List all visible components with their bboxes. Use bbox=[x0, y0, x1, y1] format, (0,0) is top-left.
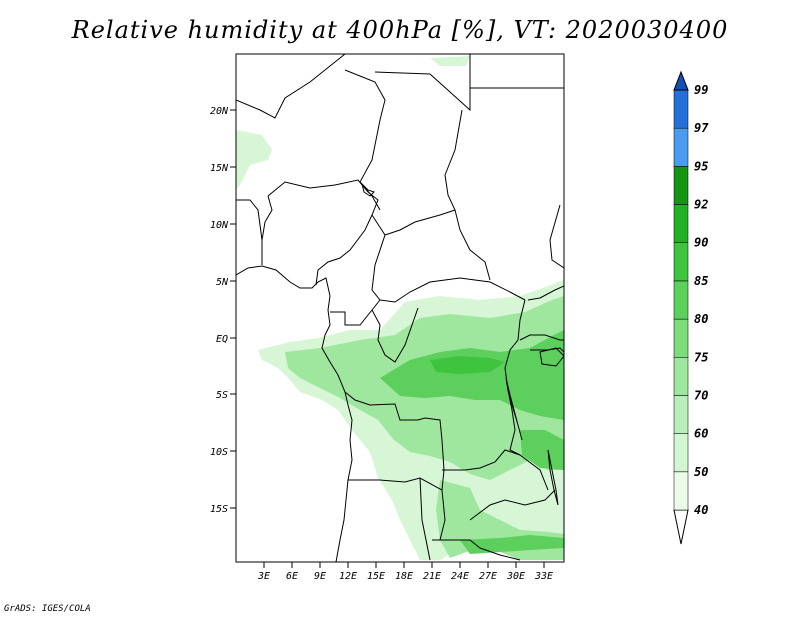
lat-label: 15S bbox=[210, 504, 228, 515]
border-uganda bbox=[527, 285, 564, 301]
colorbar-label: 95 bbox=[694, 159, 708, 173]
lat-label: EQ bbox=[216, 334, 228, 345]
border-niger-nigeria bbox=[267, 179, 379, 286]
longitude-axis: 3E 6E 9E 12E 15E 18E 21E 24E 27E 30E 33E bbox=[257, 562, 553, 582]
colorbar-label: 80 bbox=[694, 312, 708, 326]
coastline-west-africa bbox=[236, 265, 353, 562]
colorbar-segment bbox=[673, 166, 689, 205]
border-zambia bbox=[442, 449, 549, 491]
lat-label: 5S bbox=[216, 390, 228, 401]
lon-label: 18E bbox=[395, 571, 413, 582]
colorbar-label: 85 bbox=[694, 274, 708, 288]
credit-label: GrADS: IGES/COLA bbox=[4, 604, 91, 614]
colorbar-segment bbox=[673, 395, 689, 434]
rh-region-lakes-dark bbox=[520, 430, 564, 470]
colorbar-label: 50 bbox=[694, 465, 708, 479]
lat-label: 5N bbox=[216, 277, 229, 288]
border-burkina bbox=[236, 199, 263, 241]
rh-region-north-west bbox=[236, 130, 272, 190]
lake-chad bbox=[361, 182, 375, 197]
lat-label: 10N bbox=[210, 220, 229, 231]
latitude-axis: 20N 15N 10N 5N EQ 5S 10S 15S bbox=[210, 106, 236, 515]
border-sahara-3 bbox=[374, 54, 471, 112]
country-borders bbox=[236, 54, 564, 562]
colorbar-label: 90 bbox=[694, 236, 708, 250]
lake-tanganyika bbox=[505, 377, 523, 441]
lake-victoria bbox=[539, 347, 564, 367]
lat-label: 15N bbox=[210, 163, 229, 174]
map-title: Relative humidity at 400hPa [%], VT: 202… bbox=[71, 16, 729, 44]
colorbar-label: 75 bbox=[694, 350, 708, 364]
lon-label: 15E bbox=[367, 571, 385, 582]
lon-label: 27E bbox=[479, 571, 497, 582]
border-namibia bbox=[419, 477, 431, 561]
colorbar-segment bbox=[673, 127, 689, 167]
border-car bbox=[371, 234, 526, 303]
lon-label: 3E bbox=[257, 571, 270, 582]
rh-region-congo-dark bbox=[380, 330, 564, 420]
lat-label: 20N bbox=[210, 106, 229, 117]
lon-label: 9E bbox=[314, 571, 326, 582]
border-sahara-1 bbox=[236, 54, 346, 119]
colorbar-label: 60 bbox=[694, 427, 708, 441]
colorbar-label: 40 bbox=[694, 503, 708, 517]
lon-label: 33E bbox=[534, 571, 553, 582]
lon-label: 24E bbox=[451, 571, 469, 582]
border-zambia-south bbox=[469, 489, 556, 521]
colorbar-segment bbox=[673, 242, 689, 282]
colorbar-label: 70 bbox=[694, 388, 708, 402]
lon-label: 30E bbox=[506, 571, 525, 582]
colorbar-segment bbox=[673, 318, 689, 358]
map-panel: 20N 15N 10N 5N EQ 5S 10S 15S 3E 6E 9E 12 bbox=[210, 53, 565, 582]
lon-label: 21E bbox=[423, 571, 441, 582]
border-chad-sudan bbox=[444, 109, 491, 281]
lakes bbox=[361, 182, 564, 506]
map-frame bbox=[235, 53, 565, 563]
colorbar-segment bbox=[673, 280, 689, 320]
lat-label: 10S bbox=[210, 447, 228, 458]
colorbar-upper-arrow bbox=[673, 70, 689, 91]
lon-label: 6E bbox=[286, 571, 298, 582]
colorbar-segment bbox=[673, 471, 689, 511]
colorbar-segment bbox=[673, 204, 689, 243]
lon-label: 12E bbox=[339, 571, 357, 582]
border-benin bbox=[261, 195, 273, 265]
lake-malawi bbox=[547, 449, 559, 506]
border-cameroon-gabon bbox=[330, 299, 381, 326]
border-congo-drc bbox=[371, 307, 419, 363]
border-east-africa-1 bbox=[519, 334, 564, 341]
humidity-shading bbox=[236, 56, 564, 560]
border-angola-north bbox=[344, 391, 445, 491]
rh-region-north-top bbox=[430, 56, 470, 66]
colorbar-label: 92 bbox=[694, 198, 708, 212]
colorbar-label: 97 bbox=[694, 121, 709, 135]
colorbar-label: 99 bbox=[694, 83, 708, 97]
colorbar-segment bbox=[673, 89, 689, 129]
colorbar-segment bbox=[673, 433, 689, 473]
rh-region-south-dark bbox=[460, 535, 564, 554]
colorbar: 40 50 60 70 75 80 85 90 92 95 97 99 bbox=[673, 70, 709, 545]
border-sudan-east bbox=[549, 204, 564, 269]
colorbar-lower-arrow bbox=[673, 509, 689, 545]
colorbar-segment bbox=[673, 357, 689, 396]
border-cameroon-car bbox=[371, 209, 456, 236]
border-botswana bbox=[432, 539, 521, 561]
rh-region-core bbox=[430, 356, 505, 374]
